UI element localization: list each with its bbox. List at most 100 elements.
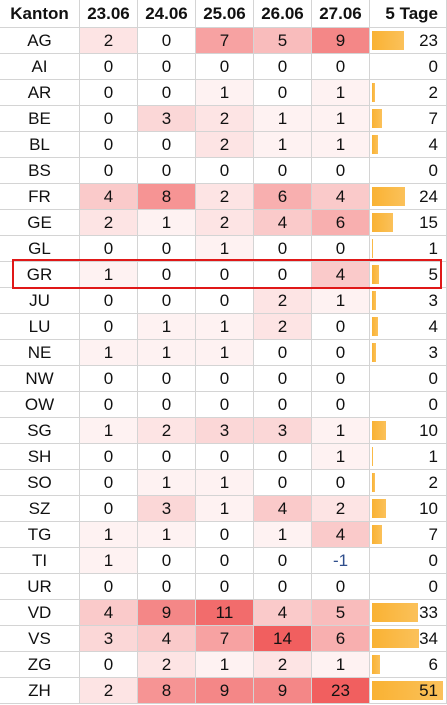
cell-text: 1 bbox=[161, 524, 172, 544]
cell-text: 9 bbox=[335, 30, 346, 50]
data-bar bbox=[372, 31, 405, 50]
cell-text: 0 bbox=[277, 576, 288, 596]
data-bar bbox=[372, 291, 377, 310]
heat-cell: 1 bbox=[312, 80, 370, 106]
cell-text: 2 bbox=[103, 212, 114, 232]
heat-cell: 1 bbox=[312, 652, 370, 678]
heat-cell: 2 bbox=[196, 106, 254, 132]
cell-text: 1 bbox=[161, 342, 172, 362]
cell-text: 0 bbox=[161, 264, 172, 284]
heat-cell: 0 bbox=[138, 132, 196, 158]
cell-text: 4 bbox=[335, 264, 346, 284]
cell-text: 0 bbox=[277, 550, 288, 570]
cell-text: LU bbox=[28, 316, 51, 336]
data-bar bbox=[372, 187, 406, 206]
cell-text: 0 bbox=[277, 56, 288, 76]
heat-cell: 0 bbox=[138, 288, 196, 314]
cell-text: FR bbox=[28, 186, 51, 206]
cell-text: 0 bbox=[428, 394, 438, 414]
cell-text: 0 bbox=[277, 160, 288, 180]
data-bar bbox=[372, 629, 420, 648]
row-label: AR bbox=[0, 80, 80, 106]
cell-text: 0 bbox=[219, 264, 230, 284]
heat-cell: 1 bbox=[138, 314, 196, 340]
cell-text: 8 bbox=[161, 186, 172, 206]
cell-text: 2 bbox=[219, 108, 230, 128]
heat-cell: 3 bbox=[80, 626, 138, 652]
cell-text: 1 bbox=[161, 472, 172, 492]
total-cell: 0 bbox=[370, 366, 447, 392]
cell-text: 0 bbox=[219, 290, 230, 310]
heat-cell: 1 bbox=[138, 340, 196, 366]
cell-text: 0 bbox=[428, 576, 438, 596]
cell-text: 1 bbox=[103, 264, 114, 284]
heat-cell: 0 bbox=[254, 366, 312, 392]
cell-text: 2 bbox=[103, 680, 114, 700]
cell-text: 0 bbox=[161, 394, 172, 414]
row-label: OW bbox=[0, 392, 80, 418]
heat-cell: 2 bbox=[80, 678, 138, 704]
data-bar bbox=[372, 265, 379, 284]
cell-text: 0 bbox=[277, 472, 288, 492]
cell-text: 0 bbox=[103, 576, 114, 596]
row-label: SO bbox=[0, 470, 80, 496]
heat-cell: 0 bbox=[196, 548, 254, 574]
total-cell: 10 bbox=[370, 418, 447, 444]
heat-cell: 0 bbox=[138, 392, 196, 418]
heat-cell: 0 bbox=[254, 80, 312, 106]
cell-text: GR bbox=[26, 264, 53, 284]
cell-text: 0 bbox=[277, 368, 288, 388]
heat-cell: 1 bbox=[312, 106, 370, 132]
cell-text: 0 bbox=[277, 264, 288, 284]
cell-text: 5 Tage bbox=[385, 3, 438, 23]
cell-text: 1 bbox=[335, 108, 346, 128]
heat-cell: 1 bbox=[80, 340, 138, 366]
cell-text: 0 bbox=[161, 550, 172, 570]
total-cell: 5 bbox=[370, 262, 447, 288]
cell-text: 1 bbox=[277, 108, 288, 128]
header-cell: 27.06 bbox=[312, 0, 370, 28]
heat-cell: 0 bbox=[312, 340, 370, 366]
total-cell: 24 bbox=[370, 184, 447, 210]
heat-cell: 1 bbox=[196, 314, 254, 340]
cell-text: 6 bbox=[335, 212, 346, 232]
cell-text: 23 bbox=[419, 30, 438, 50]
cell-text: 15 bbox=[419, 212, 438, 232]
row-label: GL bbox=[0, 236, 80, 262]
cell-text: 1 bbox=[335, 654, 346, 674]
heat-cell: 1 bbox=[138, 470, 196, 496]
heat-cell: 0 bbox=[138, 262, 196, 288]
cell-text: VD bbox=[27, 602, 52, 622]
heat-cell: 1 bbox=[196, 470, 254, 496]
data-bar bbox=[372, 317, 378, 336]
cell-text: 0 bbox=[103, 316, 114, 336]
heat-cell: 5 bbox=[312, 600, 370, 626]
row-label: SH bbox=[0, 444, 80, 470]
cell-text: -1 bbox=[332, 550, 349, 570]
cell-text: 0 bbox=[219, 446, 230, 466]
cell-text: 1 bbox=[103, 524, 114, 544]
cell-text: 7 bbox=[428, 524, 438, 544]
heat-cell: 1 bbox=[138, 522, 196, 548]
heat-cell: 9 bbox=[138, 600, 196, 626]
cell-text: 0 bbox=[335, 472, 346, 492]
row-label: SG bbox=[0, 418, 80, 444]
heat-cell: 0 bbox=[254, 158, 312, 184]
cell-text: BL bbox=[29, 134, 50, 154]
cell-text: 1 bbox=[103, 420, 114, 440]
heat-cell: 1 bbox=[254, 522, 312, 548]
row-label: UR bbox=[0, 574, 80, 600]
cell-text: 7 bbox=[428, 108, 438, 128]
cell-text: 0 bbox=[161, 576, 172, 596]
heat-cell: 2 bbox=[138, 652, 196, 678]
heat-cell: 0 bbox=[80, 54, 138, 80]
heat-cell: 0 bbox=[80, 314, 138, 340]
cell-text: 0 bbox=[335, 342, 346, 362]
heat-cell: 0 bbox=[80, 366, 138, 392]
total-cell: 7 bbox=[370, 106, 447, 132]
total-cell: 2 bbox=[370, 470, 447, 496]
heat-cell: 4 bbox=[312, 522, 370, 548]
row-label: SZ bbox=[0, 496, 80, 522]
cell-text: 2 bbox=[277, 316, 288, 336]
